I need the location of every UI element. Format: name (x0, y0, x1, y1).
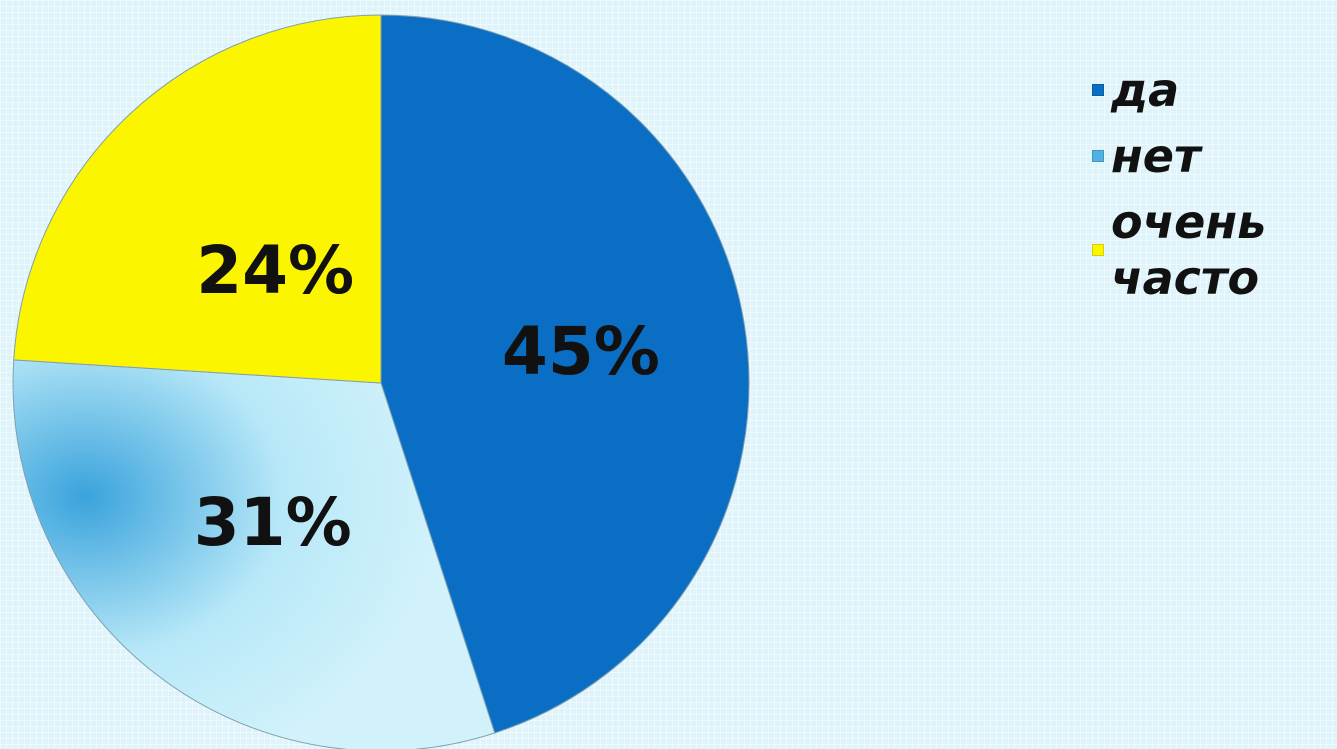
legend-swatch-da (1092, 84, 1104, 96)
legend-item-da: да (1092, 62, 1332, 118)
pie-slice-net (12, 359, 496, 749)
pie-data-labels: 45% 31% 24% (194, 232, 660, 561)
legend: да нет очень часто (1092, 62, 1332, 316)
legend-item-ochen-chasto: очень часто (1092, 194, 1332, 306)
data-label-ochen-chasto: 24% (196, 232, 354, 309)
legend-swatch-ochen-chasto (1092, 244, 1104, 256)
legend-label-da: да (1111, 63, 1180, 117)
data-label-da: 45% (502, 313, 660, 390)
legend-label-ochen-chasto: очень часто (1111, 195, 1267, 305)
pie-slices (12, 14, 750, 749)
data-label-net: 31% (194, 484, 352, 561)
pie-slice-da (380, 14, 750, 734)
pie-slice-ochen-chasto (13, 14, 382, 384)
legend-swatch-net (1092, 150, 1104, 162)
legend-label-net: нет (1111, 129, 1201, 183)
legend-item-net: нет (1092, 128, 1332, 184)
